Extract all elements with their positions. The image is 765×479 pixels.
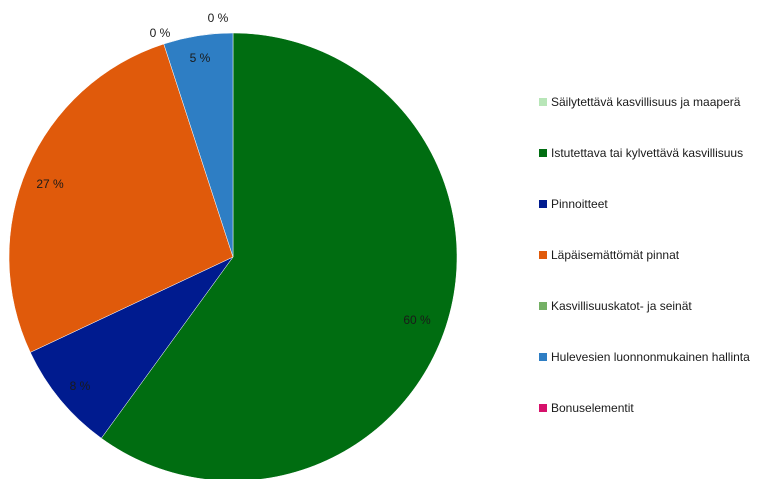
legend-item-5: Hulevesien luonnonmukainen hallinta bbox=[539, 331, 765, 382]
legend-item-1: Istutettava tai kylvettävä kasvillisuus bbox=[539, 127, 765, 178]
slice-label-4: 0 % bbox=[150, 26, 171, 40]
legend-label: Istutettava tai kylvettävä kasvillisuus bbox=[551, 145, 744, 160]
legend-item-6: Bonuselementit bbox=[539, 382, 765, 433]
legend-label: Pinnoitteet bbox=[551, 196, 608, 211]
slice-label-5: 5 % bbox=[190, 51, 211, 65]
legend-swatch bbox=[539, 301, 547, 310]
pie-slice-1 bbox=[100, 32, 458, 479]
legend-swatch bbox=[539, 250, 547, 259]
legend-label: Bonuselementit bbox=[551, 400, 634, 415]
legend-label: Säilytettävä kasvillisuus ja maaperä bbox=[551, 94, 741, 109]
legend-swatch bbox=[539, 352, 547, 361]
pie-slice-3 bbox=[8, 43, 234, 353]
legend-swatch bbox=[539, 148, 547, 157]
pie-slice-2 bbox=[29, 256, 234, 439]
legend-label: Hulevesien luonnonmukainen hallinta bbox=[551, 349, 750, 364]
legend-item-3: Läpäisemättömät pinnat bbox=[539, 229, 765, 280]
legend-item-4: Kasvillisuuskatot- ja seinät bbox=[539, 280, 765, 331]
pie-slices bbox=[8, 32, 458, 479]
legend-swatch bbox=[539, 403, 547, 412]
slice-label-3: 27 % bbox=[36, 177, 64, 191]
legend-label: Kasvillisuuskatot- ja seinät bbox=[551, 298, 692, 313]
legend: Säilytettävä kasvillisuus ja maaperä Istu… bbox=[539, 76, 765, 433]
slice-label-0: 0 % bbox=[208, 11, 229, 25]
legend-label: Läpäisemättömät pinnat bbox=[551, 247, 680, 262]
legend-item-2: Pinnoitteet bbox=[539, 178, 765, 229]
pie-labels: 0 % 60 % 8 % 27 % 0 % 5 % bbox=[36, 11, 431, 393]
slice-label-2: 8 % bbox=[70, 379, 91, 393]
slice-label-1: 60 % bbox=[403, 313, 431, 327]
legend-swatch bbox=[539, 97, 547, 106]
legend-item-0: Säilytettävä kasvillisuus ja maaperä bbox=[539, 76, 765, 127]
legend-swatch bbox=[539, 199, 547, 208]
pie-slice-5 bbox=[163, 32, 234, 258]
